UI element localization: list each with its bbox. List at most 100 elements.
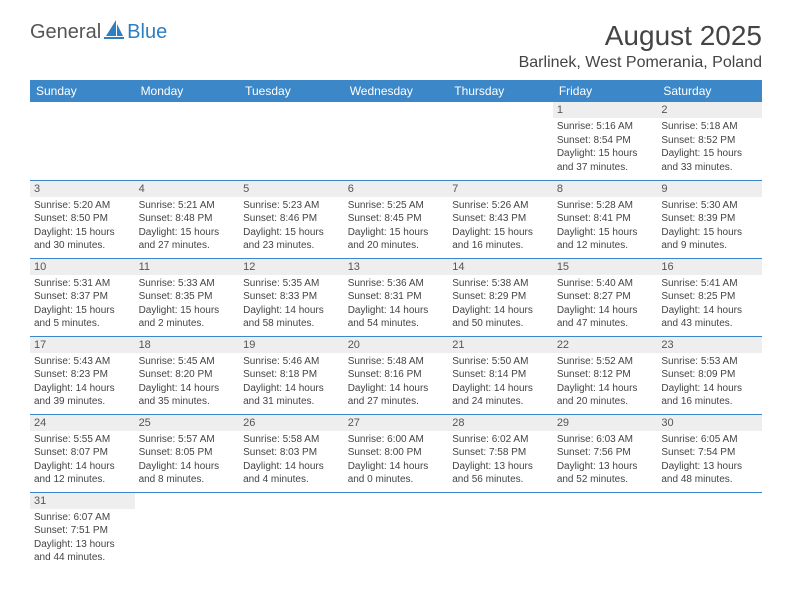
sunset-line: Sunset: 8:14 PM — [452, 368, 549, 382]
day-details: Sunrise: 6:05 AMSunset: 7:54 PMDaylight:… — [657, 431, 762, 489]
day-details: Sunrise: 5:53 AMSunset: 8:09 PMDaylight:… — [657, 353, 762, 411]
weekday-header-row: Sunday Monday Tuesday Wednesday Thursday… — [30, 80, 762, 102]
daylight-line: Daylight: 14 hours and 16 minutes. — [661, 382, 758, 409]
day-details: Sunrise: 5:33 AMSunset: 8:35 PMDaylight:… — [135, 275, 240, 333]
day-number: 27 — [344, 415, 449, 431]
day-number: 21 — [448, 337, 553, 353]
day-details: Sunrise: 5:26 AMSunset: 8:43 PMDaylight:… — [448, 197, 553, 255]
calendar-cell: 10Sunrise: 5:31 AMSunset: 8:37 PMDayligh… — [30, 258, 135, 336]
daylight-line: Daylight: 15 hours and 27 minutes. — [139, 226, 236, 253]
day-number: 13 — [344, 259, 449, 275]
title-block: August 2025 Barlinek, West Pomerania, Po… — [519, 20, 762, 72]
calendar-cell: 12Sunrise: 5:35 AMSunset: 8:33 PMDayligh… — [239, 258, 344, 336]
daylight-line: Daylight: 14 hours and 0 minutes. — [348, 460, 445, 487]
sunset-line: Sunset: 8:20 PM — [139, 368, 236, 382]
day-number: 2 — [657, 102, 762, 118]
daylight-line: Daylight: 14 hours and 31 minutes. — [243, 382, 340, 409]
sunrise-line: Sunrise: 5:26 AM — [452, 199, 549, 213]
page-title: August 2025 — [519, 20, 762, 52]
calendar-row: 3Sunrise: 5:20 AMSunset: 8:50 PMDaylight… — [30, 180, 762, 258]
day-details: Sunrise: 5:36 AMSunset: 8:31 PMDaylight:… — [344, 275, 449, 333]
weekday-header: Tuesday — [239, 80, 344, 102]
sunset-line: Sunset: 8:03 PM — [243, 446, 340, 460]
calendar-cell: 20Sunrise: 5:48 AMSunset: 8:16 PMDayligh… — [344, 336, 449, 414]
header: General Blue August 2025 Barlinek, West … — [30, 20, 762, 72]
calendar-cell: 16Sunrise: 5:41 AMSunset: 8:25 PMDayligh… — [657, 258, 762, 336]
sunrise-line: Sunrise: 5:40 AM — [557, 277, 654, 291]
sunrise-line: Sunrise: 5:21 AM — [139, 199, 236, 213]
day-number: 28 — [448, 415, 553, 431]
daylight-line: Daylight: 15 hours and 20 minutes. — [348, 226, 445, 253]
calendar-table: Sunday Monday Tuesday Wednesday Thursday… — [30, 80, 762, 570]
day-details: Sunrise: 5:40 AMSunset: 8:27 PMDaylight:… — [553, 275, 658, 333]
daylight-line: Daylight: 13 hours and 44 minutes. — [34, 538, 131, 565]
sunrise-line: Sunrise: 5:57 AM — [139, 433, 236, 447]
sunset-line: Sunset: 8:31 PM — [348, 290, 445, 304]
sunrise-line: Sunrise: 5:53 AM — [661, 355, 758, 369]
daylight-line: Daylight: 14 hours and 58 minutes. — [243, 304, 340, 331]
daylight-line: Daylight: 13 hours and 48 minutes. — [661, 460, 758, 487]
day-details: Sunrise: 5:20 AMSunset: 8:50 PMDaylight:… — [30, 197, 135, 255]
day-number: 5 — [239, 181, 344, 197]
weekday-header: Friday — [553, 80, 658, 102]
calendar-cell — [657, 492, 762, 570]
daylight-line: Daylight: 14 hours and 24 minutes. — [452, 382, 549, 409]
daylight-line: Daylight: 13 hours and 56 minutes. — [452, 460, 549, 487]
sunset-line: Sunset: 8:07 PM — [34, 446, 131, 460]
day-number: 26 — [239, 415, 344, 431]
calendar-cell: 21Sunrise: 5:50 AMSunset: 8:14 PMDayligh… — [448, 336, 553, 414]
sunrise-line: Sunrise: 5:25 AM — [348, 199, 445, 213]
sunrise-line: Sunrise: 5:38 AM — [452, 277, 549, 291]
day-number: 15 — [553, 259, 658, 275]
sunset-line: Sunset: 8:50 PM — [34, 212, 131, 226]
calendar-cell: 4Sunrise: 5:21 AMSunset: 8:48 PMDaylight… — [135, 180, 240, 258]
sunset-line: Sunset: 7:51 PM — [34, 524, 131, 538]
sunrise-line: Sunrise: 5:36 AM — [348, 277, 445, 291]
daylight-line: Daylight: 14 hours and 39 minutes. — [34, 382, 131, 409]
daylight-line: Daylight: 15 hours and 37 minutes. — [557, 147, 654, 174]
sunrise-line: Sunrise: 5:46 AM — [243, 355, 340, 369]
sunrise-line: Sunrise: 6:07 AM — [34, 511, 131, 525]
daylight-line: Daylight: 14 hours and 20 minutes. — [557, 382, 654, 409]
day-number: 18 — [135, 337, 240, 353]
day-number: 24 — [30, 415, 135, 431]
weekday-header: Sunday — [30, 80, 135, 102]
sunrise-line: Sunrise: 5:28 AM — [557, 199, 654, 213]
calendar-row: 31Sunrise: 6:07 AMSunset: 7:51 PMDayligh… — [30, 492, 762, 570]
sunset-line: Sunset: 7:58 PM — [452, 446, 549, 460]
daylight-line: Daylight: 15 hours and 12 minutes. — [557, 226, 654, 253]
daylight-line: Daylight: 15 hours and 16 minutes. — [452, 226, 549, 253]
day-details: Sunrise: 6:02 AMSunset: 7:58 PMDaylight:… — [448, 431, 553, 489]
calendar-cell — [448, 102, 553, 180]
daylight-line: Daylight: 14 hours and 35 minutes. — [139, 382, 236, 409]
day-number: 10 — [30, 259, 135, 275]
day-details: Sunrise: 5:18 AMSunset: 8:52 PMDaylight:… — [657, 118, 762, 176]
sunset-line: Sunset: 8:25 PM — [661, 290, 758, 304]
calendar-cell — [553, 492, 658, 570]
daylight-line: Daylight: 13 hours and 52 minutes. — [557, 460, 654, 487]
calendar-cell: 2Sunrise: 5:18 AMSunset: 8:52 PMDaylight… — [657, 102, 762, 180]
calendar-cell: 29Sunrise: 6:03 AMSunset: 7:56 PMDayligh… — [553, 414, 658, 492]
calendar-row: 17Sunrise: 5:43 AMSunset: 8:23 PMDayligh… — [30, 336, 762, 414]
calendar-cell: 3Sunrise: 5:20 AMSunset: 8:50 PMDaylight… — [30, 180, 135, 258]
calendar-cell: 28Sunrise: 6:02 AMSunset: 7:58 PMDayligh… — [448, 414, 553, 492]
sunset-line: Sunset: 8:00 PM — [348, 446, 445, 460]
day-details: Sunrise: 5:45 AMSunset: 8:20 PMDaylight:… — [135, 353, 240, 411]
day-number: 12 — [239, 259, 344, 275]
sunrise-line: Sunrise: 5:45 AM — [139, 355, 236, 369]
day-number: 23 — [657, 337, 762, 353]
day-number: 30 — [657, 415, 762, 431]
logo: General Blue — [30, 20, 167, 45]
sunset-line: Sunset: 7:56 PM — [557, 446, 654, 460]
sunrise-line: Sunrise: 6:02 AM — [452, 433, 549, 447]
day-details: Sunrise: 5:31 AMSunset: 8:37 PMDaylight:… — [30, 275, 135, 333]
calendar-cell: 1Sunrise: 5:16 AMSunset: 8:54 PMDaylight… — [553, 102, 658, 180]
sunset-line: Sunset: 8:16 PM — [348, 368, 445, 382]
day-details: Sunrise: 5:30 AMSunset: 8:39 PMDaylight:… — [657, 197, 762, 255]
daylight-line: Daylight: 14 hours and 27 minutes. — [348, 382, 445, 409]
sunset-line: Sunset: 8:43 PM — [452, 212, 549, 226]
sunset-line: Sunset: 8:23 PM — [34, 368, 131, 382]
sunset-line: Sunset: 8:35 PM — [139, 290, 236, 304]
calendar-cell — [344, 102, 449, 180]
day-number: 22 — [553, 337, 658, 353]
